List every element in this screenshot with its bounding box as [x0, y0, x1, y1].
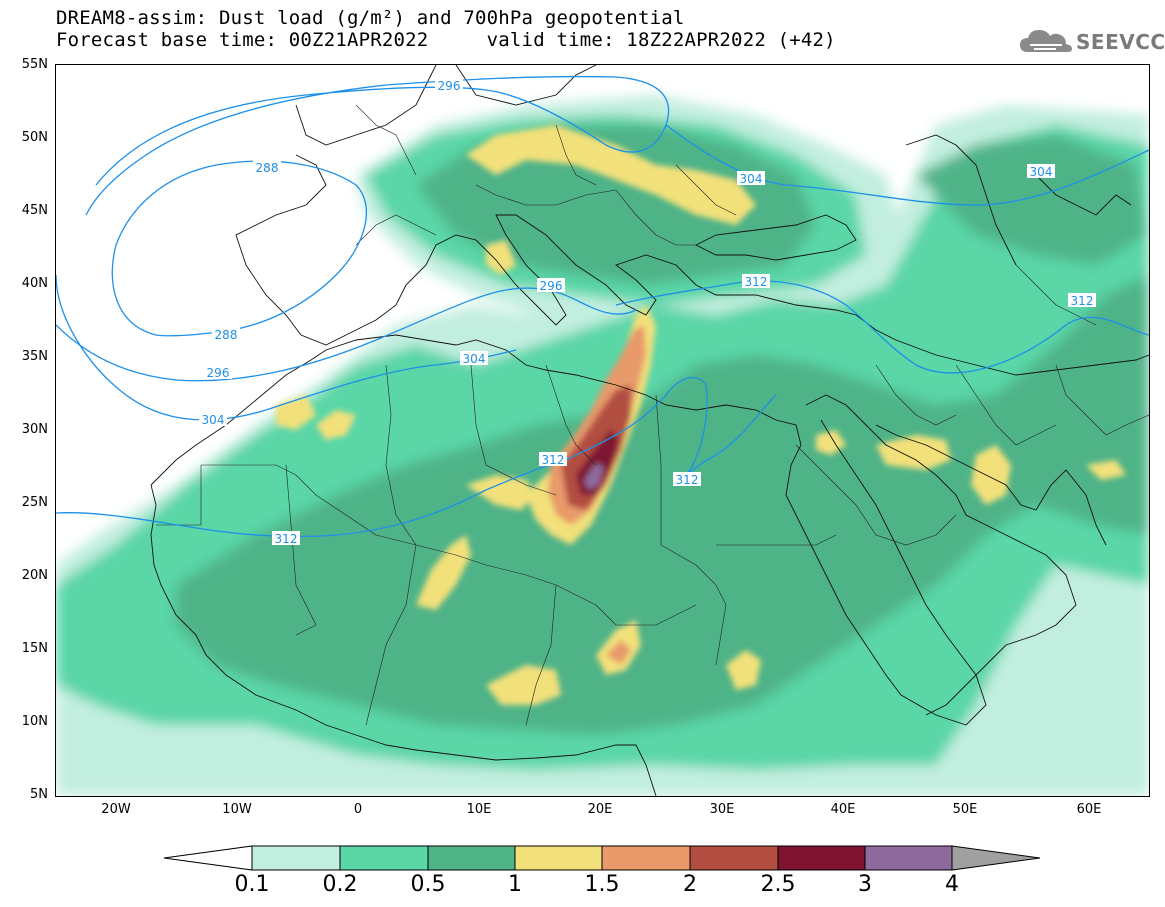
contour-labels: 296 288 288 296 304 296 304 312 304 312 … [199, 78, 1096, 546]
lon-label: 30E [709, 802, 735, 817]
svg-text:288: 288 [256, 161, 279, 175]
contour-label: 304 [737, 171, 765, 186]
colorbar [163, 845, 1041, 871]
contour-label: 288 [253, 160, 281, 175]
contour-label: 304 [460, 351, 488, 366]
dust-map: 296 288 288 296 304 296 304 312 304 312 … [56, 65, 1149, 796]
svg-text:312: 312 [676, 473, 699, 487]
svg-text:312: 312 [275, 532, 298, 546]
lat-label: 30N [21, 422, 48, 437]
colorbar-bin [251, 845, 341, 871]
colorbar-label: 1.5 [584, 872, 620, 897]
svg-text:312: 312 [542, 453, 565, 467]
svg-text:304: 304 [463, 352, 486, 366]
svg-text:288: 288 [215, 328, 238, 342]
lat-label: 50N [21, 130, 48, 145]
colorbar-bin [339, 845, 429, 871]
dust-load-shading [56, 95, 1149, 796]
colorbar-label: 0.5 [410, 872, 446, 897]
contour-label: 312 [539, 452, 567, 467]
lon-label: 50E [952, 802, 978, 817]
colorbar-under-triangle [163, 845, 253, 871]
dust-level-3-region [584, 463, 604, 490]
svg-text:296: 296 [438, 79, 461, 93]
contour-312-central [565, 376, 777, 479]
colorbar-label: 1 [508, 872, 522, 897]
svg-text:312: 312 [1071, 294, 1094, 308]
lat-label: 40N [21, 276, 48, 291]
colorbar-bin [427, 845, 516, 871]
lat-label: 45N [21, 203, 48, 218]
contour-label: 304 [1027, 164, 1055, 179]
lat-label: 25N [21, 495, 48, 510]
svg-text:304: 304 [740, 172, 763, 186]
contour-label: 296 [435, 78, 463, 93]
lon-label: 40E [830, 802, 856, 817]
geopotential-contours [56, 75, 1149, 538]
lat-label: 5N [30, 787, 48, 802]
cloud-icon [1020, 30, 1072, 52]
lon-label: 10W [222, 802, 252, 817]
map-panel: 296 288 288 296 304 296 304 312 304 312 … [55, 64, 1150, 797]
contour-312-east [615, 280, 1149, 374]
contour-label: 312 [1068, 293, 1096, 308]
contour-312-west [56, 459, 567, 538]
colorbar-bin [514, 845, 603, 871]
lat-label: 35N [21, 349, 48, 364]
lat-label: 15N [21, 641, 48, 656]
lon-label: 20W [101, 802, 131, 817]
seevccc-logo: SEEVCCC [1018, 24, 1165, 58]
contour-label: 312 [272, 531, 300, 546]
lon-label: 20E [587, 802, 613, 817]
svg-text:304: 304 [1030, 165, 1053, 179]
contour-304-west [56, 274, 517, 421]
country-borders [156, 104, 1149, 726]
lon-label: 10E [466, 802, 492, 817]
colorbar-label: 4 [945, 872, 959, 897]
contour-label: 296 [204, 365, 232, 380]
colorbar-label: 0.1 [234, 872, 270, 897]
lon-label: 60E [1076, 802, 1102, 817]
svg-text:304: 304 [202, 413, 225, 427]
lat-label: 20N [21, 568, 48, 583]
contour-label: 296 [537, 278, 565, 293]
colorbar-bin [777, 845, 866, 871]
contour-296-west [56, 287, 637, 382]
contour-label: 304 [199, 412, 227, 427]
logo-text: SEEVCCC [1076, 30, 1165, 54]
lat-label: 55N [21, 57, 48, 72]
svg-text:296: 296 [540, 279, 563, 293]
lat-label: 10N [21, 714, 48, 729]
colorbar-over-triangle [951, 845, 1041, 871]
colorbar-bin [864, 845, 953, 871]
title-line-2: Forecast base time: 00Z21APR2022 valid t… [56, 29, 836, 51]
coastlines [150, 65, 1149, 796]
colorbar-bin [601, 845, 691, 871]
contour-label: 288 [212, 327, 240, 342]
contour-label: 312 [673, 472, 701, 487]
title-line-1: DREAM8-assim: Dust load (g/m²) and 700hP… [56, 7, 685, 29]
colorbar-label: 2.5 [760, 872, 796, 897]
dust-level-0.5-region [176, 275, 1149, 735]
contour-304-east [665, 124, 1149, 206]
svg-text:312: 312 [745, 275, 768, 289]
colorbar-bin [689, 845, 779, 871]
colorbar-label: 2 [683, 872, 697, 897]
lon-label: 0 [353, 802, 363, 817]
contour-288-west [111, 160, 368, 337]
svg-text:296: 296 [207, 366, 230, 380]
colorbar-label: 0.2 [322, 872, 358, 897]
contour-label: 312 [742, 274, 770, 289]
colorbar-label: 3 [858, 872, 872, 897]
